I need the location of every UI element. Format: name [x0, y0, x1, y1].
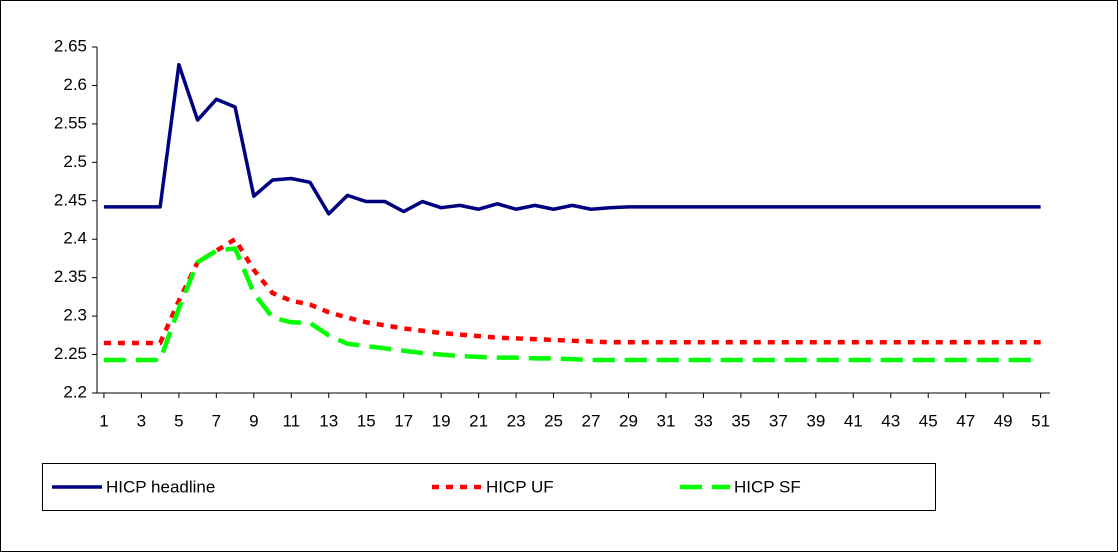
x-tick-label: 23 [507, 411, 526, 430]
x-tick-label: 9 [249, 411, 258, 430]
series-line [103, 62, 1041, 216]
legend-label: HICP UF [486, 477, 554, 496]
x-tick-label: 31 [656, 411, 675, 430]
series-line [103, 236, 1041, 346]
x-tick-label: 21 [469, 411, 488, 430]
x-tick-label: 39 [806, 411, 825, 430]
y-tick-label: 2.35 [54, 267, 87, 286]
x-tick-label: 17 [394, 411, 413, 430]
y-tick-label: 2.45 [54, 190, 87, 209]
x-tick-label: 41 [844, 411, 863, 430]
x-tick-label: 43 [881, 411, 900, 430]
x-tick-label: 13 [319, 411, 338, 430]
x-tick-label: 15 [357, 411, 376, 430]
y-tick-label: 2.25 [54, 344, 87, 363]
x-tick-label: 45 [919, 411, 938, 430]
y-tick-label: 2.3 [63, 306, 87, 325]
x-tick-label: 5 [174, 411, 183, 430]
x-tick-label: 47 [956, 411, 975, 430]
y-tick-label: 2.6 [63, 75, 87, 94]
legend-box [42, 463, 936, 511]
y-tick-label: 2.4 [63, 229, 87, 248]
x-tick-label: 11 [282, 411, 300, 430]
legend-label: HICP headline [106, 477, 215, 496]
x-tick-label: 49 [994, 411, 1013, 430]
y-tick-label: 2.65 [54, 36, 87, 55]
x-tick-label: 35 [731, 411, 750, 430]
x-tick-label: 27 [582, 411, 601, 430]
x-tick-label: 1 [99, 411, 108, 430]
x-tick-label: 3 [137, 411, 146, 430]
legend-label: HICP SF [734, 477, 801, 496]
x-tick-label: 37 [769, 411, 788, 430]
x-tick-label: 25 [544, 411, 563, 430]
y-tick-label: 2.55 [54, 113, 87, 132]
x-tick-label: 7 [212, 411, 221, 430]
x-tick-label: 51 [1031, 411, 1050, 430]
x-tick-label: 19 [432, 411, 451, 430]
series-line [103, 246, 1041, 363]
y-tick-label: 2.5 [63, 152, 87, 171]
x-tick-label: 33 [694, 411, 713, 430]
x-tick-label: 29 [619, 411, 638, 430]
y-tick-label: 2.2 [63, 382, 87, 401]
